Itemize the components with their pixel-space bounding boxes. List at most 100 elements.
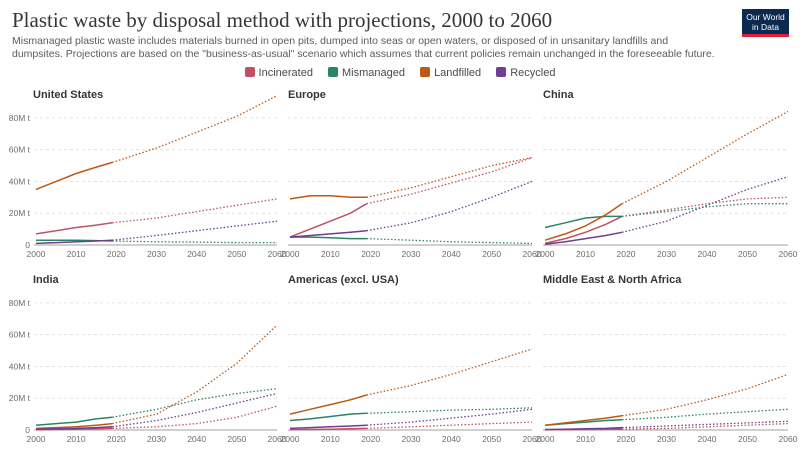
x-tick-label: 2010 xyxy=(576,434,595,444)
panel-middle-east-north-africa: Middle East & North Africa 2000 2010 2020 20… xyxy=(536,274,798,444)
x-tick-label: 2040 xyxy=(442,434,461,444)
x-tick-label: 2020 xyxy=(107,434,126,444)
x-tick-label: 2060 xyxy=(268,249,287,259)
y-tick-label: 20M t xyxy=(9,208,31,218)
panel-title: India xyxy=(33,274,60,286)
y-tick-label: 80M t xyxy=(9,298,31,308)
x-tick-label: 2030 xyxy=(657,249,676,259)
series-line-landfilled xyxy=(35,161,113,191)
logo-line-1: Our World xyxy=(746,12,785,22)
series-projection-landfilled xyxy=(112,95,278,164)
x-tick-label: 2000 xyxy=(27,434,46,444)
x-tick-label: 2020 xyxy=(361,249,380,259)
series-projection-incinerated xyxy=(621,196,789,218)
x-tick-label: 2060 xyxy=(268,434,287,444)
series-projection-mismanaged xyxy=(366,237,533,245)
x-tick-label: 2060 xyxy=(523,249,542,259)
series-line-recycled xyxy=(289,229,367,238)
x-tick-label: 2050 xyxy=(482,249,501,259)
x-tick-label: 2040 xyxy=(698,434,717,444)
x-tick-label: 2000 xyxy=(27,249,46,259)
series-projection-recycled xyxy=(366,408,533,426)
series-line-incinerated xyxy=(289,203,367,238)
y-tick-label: 60M t xyxy=(9,145,31,155)
legend: Incinerated Mismanaged Landfilled Recycl… xyxy=(0,67,800,79)
legend-item-mismanaged[interactable]: Mismanaged xyxy=(328,67,405,79)
panel-europe: Europe 2000 2010 2020 2030 2040 2050 2060 xyxy=(281,89,542,259)
series-projection-incinerated xyxy=(621,422,789,430)
series-projection-recycled xyxy=(366,180,533,232)
x-tick-label: 2040 xyxy=(187,249,206,259)
x-tick-label: 2030 xyxy=(402,434,421,444)
series-projection-incinerated xyxy=(112,198,278,224)
series-line-landfilled xyxy=(35,422,113,430)
series-projection-recycled xyxy=(112,392,278,428)
x-tick-label: 2030 xyxy=(657,434,676,444)
series-line-incinerated xyxy=(289,427,367,431)
x-tick-label: 2010 xyxy=(67,249,86,259)
x-tick-label: 2010 xyxy=(67,434,86,444)
series-line-mismanaged xyxy=(35,416,113,426)
panel-americas-excl-usa: Americas (excl. USA) 2000 2010 2020 2030 2040… xyxy=(281,274,542,444)
legend-item-recycled[interactable]: Recycled xyxy=(496,67,555,79)
legend-label: Recycled xyxy=(510,67,556,79)
series-line-incinerated xyxy=(35,222,113,235)
series-line-recycled xyxy=(544,231,623,245)
x-tick-label: 2000 xyxy=(536,249,555,259)
legend-item-landfilled[interactable]: Landfilled xyxy=(420,67,481,79)
series-line-recycled xyxy=(35,239,113,245)
series-projection-landfilled xyxy=(112,324,278,425)
chart-subtitle: Mismanaged plastic waste includes materi… xyxy=(12,35,715,60)
series-line-recycled xyxy=(544,426,623,431)
legend-label: Landfilled xyxy=(434,67,482,79)
series-projection-mismanaged xyxy=(112,240,277,244)
y-tick-label: 0 xyxy=(25,240,30,250)
y-tick-label: 20M t xyxy=(9,393,31,403)
series-projection-mismanaged xyxy=(621,408,789,421)
panel-title: Europe xyxy=(288,89,326,101)
legend-swatch xyxy=(420,67,431,77)
y-tick-label: 40M t xyxy=(9,361,31,371)
x-tick-label: 2020 xyxy=(361,434,380,444)
legend-label: Mismanaged xyxy=(342,67,405,79)
x-tick-label: 2040 xyxy=(698,249,717,259)
series-projection-landfilled xyxy=(621,373,789,417)
y-tick-label: 60M t xyxy=(9,330,31,340)
x-tick-label: 2050 xyxy=(227,249,246,259)
legend-item-incinerated[interactable]: Incinerated xyxy=(244,67,313,79)
x-tick-label: 2060 xyxy=(779,249,798,259)
x-tick-label: 2060 xyxy=(523,434,542,444)
x-tick-label: 2050 xyxy=(738,434,757,444)
x-tick-label: 2030 xyxy=(147,434,166,444)
panel-title: United States xyxy=(33,89,103,101)
series-line-landfilled xyxy=(544,414,623,426)
x-tick-label: 2050 xyxy=(738,249,757,259)
series-projection-mismanaged xyxy=(112,388,278,418)
x-tick-label: 2030 xyxy=(402,249,421,259)
y-tick-label: 40M t xyxy=(9,176,31,186)
x-tick-label: 2030 xyxy=(147,249,166,259)
y-tick-label: 80M t xyxy=(9,113,31,123)
series-projection-recycled xyxy=(621,176,789,233)
x-tick-label: 2020 xyxy=(107,249,126,259)
series-projection-recycled xyxy=(621,420,789,429)
series-projection-mismanaged xyxy=(366,407,533,414)
series-line-landfilled xyxy=(544,203,623,241)
owid-logo[interactable]: Our World in Data xyxy=(742,9,789,37)
x-tick-label: 2060 xyxy=(779,434,798,444)
series-line-landfilled xyxy=(289,394,367,415)
panel-united-states: United States 0 20M t 40M t 60M t 80M t 2000 20… xyxy=(9,89,287,259)
x-tick-label: 2010 xyxy=(321,249,340,259)
series-projection-incinerated xyxy=(112,405,278,430)
series-projection-incinerated xyxy=(366,421,533,430)
series-line-recycled xyxy=(289,424,367,430)
x-tick-label: 2010 xyxy=(576,249,595,259)
panel-title: China xyxy=(543,89,574,101)
x-tick-label: 2050 xyxy=(482,434,501,444)
series-projection-incinerated xyxy=(366,156,533,205)
panel-india: India 0 20M t 40M t 60M t 80M t 2000 2010 2020 20… xyxy=(9,274,287,444)
series-line-mismanaged xyxy=(544,215,622,229)
panel-title: Middle East & North Africa xyxy=(543,274,682,286)
x-tick-label: 2040 xyxy=(442,249,461,259)
